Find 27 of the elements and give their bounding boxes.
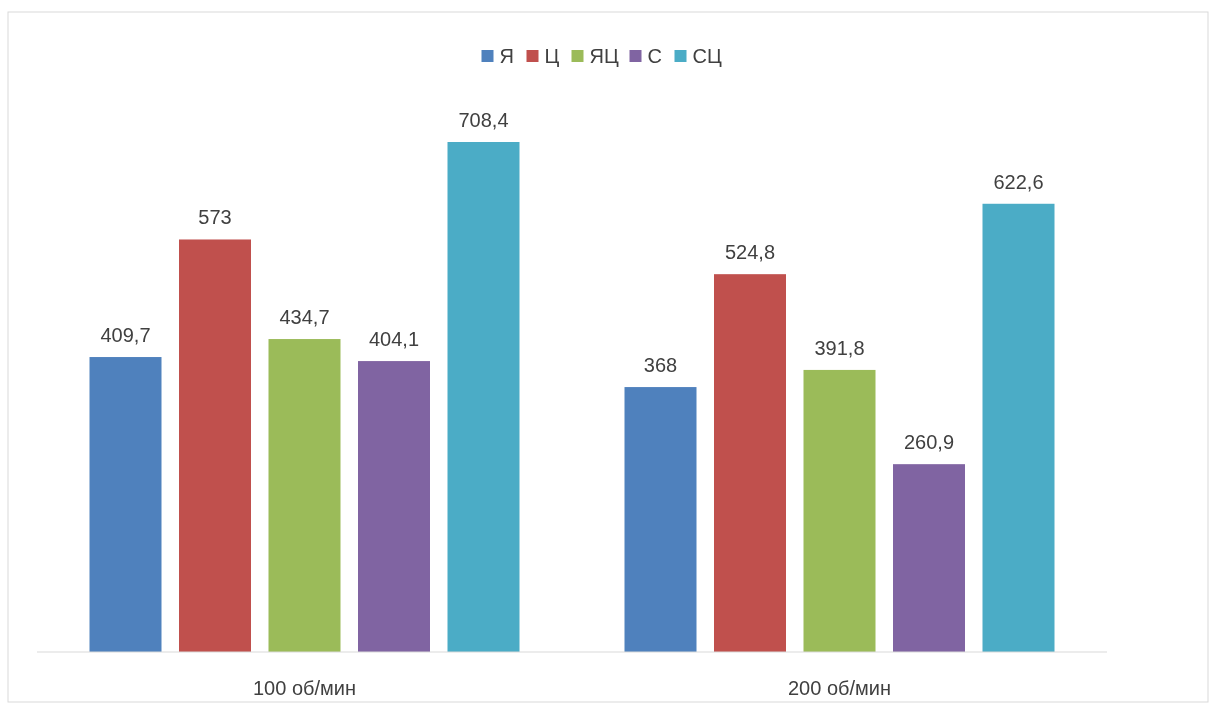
bar <box>89 357 162 652</box>
data-label: 622,6 <box>993 170 1044 193</box>
bar <box>714 274 786 652</box>
bar <box>447 142 520 652</box>
bar <box>268 339 341 652</box>
legend-label: ЯЦ <box>589 45 619 67</box>
bar <box>624 387 697 652</box>
data-label: 573 <box>198 206 232 229</box>
bar <box>358 361 430 652</box>
legend-label: Ц <box>544 45 560 67</box>
data-label: 260,9 <box>903 431 955 454</box>
legend-label: Я <box>499 45 514 67</box>
legend-label: С <box>647 45 662 67</box>
x-tick-label: 200 об/мин <box>787 677 892 699</box>
data-label: 434,7 <box>279 306 330 329</box>
bar <box>893 464 965 652</box>
data-label: 368 <box>643 354 678 377</box>
bar <box>803 369 876 652</box>
data-label: 708,4 <box>458 109 509 131</box>
data-label: 524,8 <box>724 241 776 264</box>
data-label: 409,7 <box>100 324 151 347</box>
data-label: 391,8 <box>814 336 865 359</box>
legend-label: СЦ <box>692 45 722 67</box>
data-label: 404,1 <box>368 328 420 351</box>
bar <box>179 239 251 652</box>
x-tick-label: 100 об/мин <box>252 677 357 699</box>
bar <box>982 203 1055 652</box>
